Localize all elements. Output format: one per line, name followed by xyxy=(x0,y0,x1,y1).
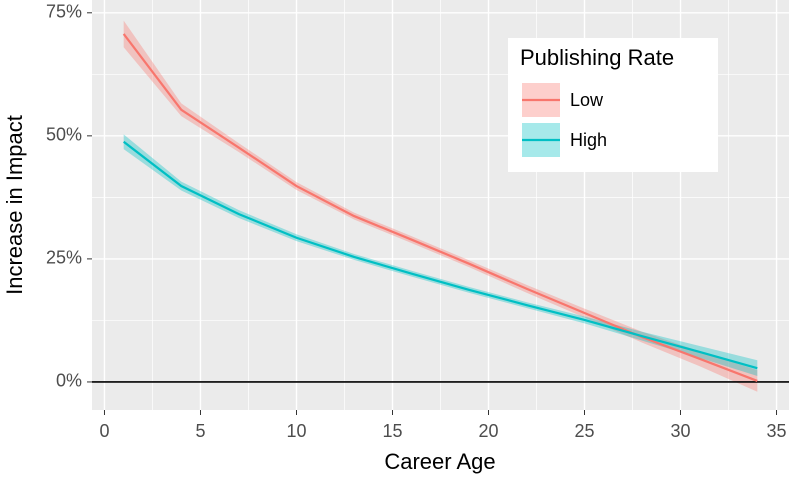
x-tick-label: 15 xyxy=(382,421,402,441)
x-tick-label: 35 xyxy=(767,421,787,441)
y-tick-label: 0% xyxy=(56,371,82,391)
confidence-band xyxy=(123,20,758,392)
marks xyxy=(92,20,789,392)
x-tick-label: 0 xyxy=(99,421,109,441)
x-tick-label: 20 xyxy=(478,421,498,441)
x-tick-label: 10 xyxy=(286,421,306,441)
x-tick-label: 5 xyxy=(195,421,205,441)
y-tick-label: 50% xyxy=(46,125,82,145)
y-tick-label: 25% xyxy=(46,248,82,268)
legend-label: High xyxy=(570,130,607,150)
line xyxy=(123,140,758,370)
y-tick-label: 75% xyxy=(46,2,82,22)
confidence-band xyxy=(123,134,758,377)
x-axis-title: Career Age xyxy=(384,449,495,474)
x-tick-label: 25 xyxy=(574,421,594,441)
legend-title: Publishing Rate xyxy=(520,45,674,70)
x-tick-label: 30 xyxy=(670,421,690,441)
y-axis-title: Increase in Impact xyxy=(2,115,27,295)
legend-box xyxy=(508,38,718,172)
legend-label: Low xyxy=(570,90,604,110)
line xyxy=(122,33,758,382)
